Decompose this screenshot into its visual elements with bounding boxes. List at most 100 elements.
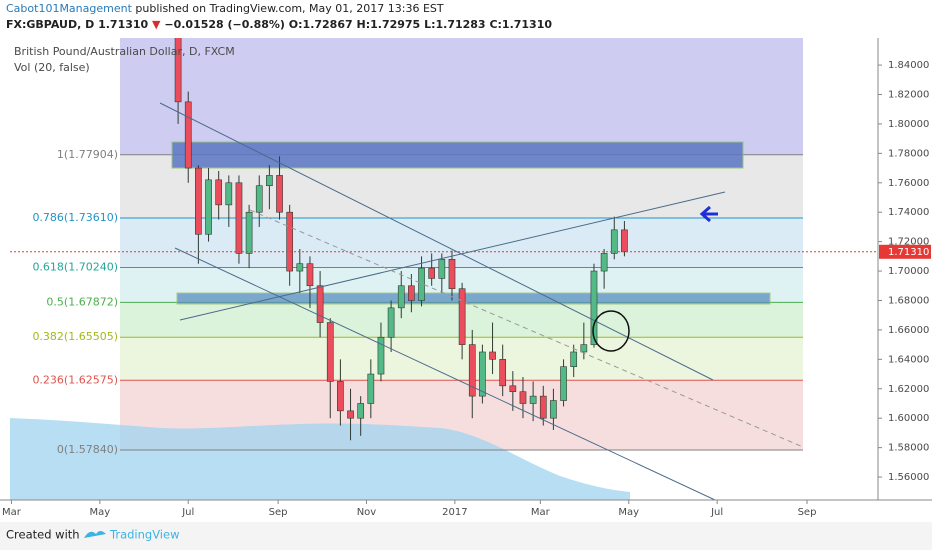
y-tick-label: 1.64000 — [888, 354, 929, 365]
x-tick-label: Jul — [710, 507, 723, 518]
candle-body — [174, 38, 182, 103]
fib-band — [120, 38, 803, 155]
published: published on TradingView.com, May 01, 20… — [135, 2, 443, 15]
y-tick-label: 1.72000 — [888, 237, 929, 248]
y-tick-label: 1.60000 — [888, 413, 929, 424]
candle-body — [489, 351, 496, 360]
candle-body — [560, 366, 567, 401]
fib-label: 0.786(1.73610) — [32, 211, 118, 224]
candle-body — [610, 229, 618, 254]
author[interactable]: Cabot101Management — [6, 2, 133, 15]
header-line: Cabot101Management published on TradingV… — [6, 2, 444, 15]
candle-body — [296, 263, 304, 272]
footer-bg — [0, 522, 932, 550]
candle-body — [397, 285, 405, 309]
y-tick-label: 1.84000 — [888, 60, 929, 71]
y-tick-label: 1.68000 — [888, 295, 929, 306]
y-tick-label: 1.58000 — [888, 443, 929, 454]
support-zone — [176, 292, 771, 305]
fib-label: 0.5(1.67872) — [46, 295, 118, 308]
y-tick-label: 1.78000 — [888, 148, 929, 159]
change: −0.01528 (−0.88%) — [164, 18, 285, 31]
chart-title: British Pound/Australian Dollar, D, FXCM — [14, 45, 235, 58]
logo — [84, 531, 106, 538]
x-tick-label: May — [89, 507, 110, 518]
candle-body — [377, 336, 385, 375]
arrow — [699, 205, 718, 223]
x-tick-label: Sep — [798, 507, 817, 518]
candle-body — [184, 101, 192, 169]
candle-body — [316, 285, 324, 323]
x-tick-label: 2017 — [442, 507, 467, 518]
candle-body — [286, 211, 294, 272]
y-tick-label: 1.66000 — [888, 325, 929, 336]
fib-levels: 1(1.77904) 0.786(1.73610) 0.618(1.70240) 0.… — [32, 148, 803, 456]
trend-line — [159, 102, 714, 381]
price-axis — [878, 38, 932, 500]
candle-body — [357, 403, 365, 419]
candle-body — [590, 270, 598, 345]
high: 1.72975 — [370, 18, 420, 31]
candle-body — [215, 179, 223, 206]
candle-body — [408, 285, 415, 301]
candle-body — [205, 179, 212, 235]
highlight-circle — [592, 310, 630, 352]
candle-body — [438, 258, 446, 279]
open: 1.72867 — [303, 18, 353, 31]
candle-body — [539, 395, 547, 419]
x-tick-label: Jul — [181, 507, 194, 518]
candle-body — [255, 185, 263, 213]
candle-body — [448, 258, 456, 290]
trend-line — [179, 191, 726, 321]
y-tick-label: 1.70000 — [888, 266, 929, 277]
close: 1.71310 — [502, 18, 552, 31]
header-bg — [0, 0, 932, 34]
x-tick-label: Sep — [269, 507, 288, 518]
candle-body — [479, 351, 486, 397]
chart-subtitle: Vol (20, false) — [14, 61, 90, 74]
candle-body — [235, 182, 243, 254]
last-price-label: 1.71310 — [888, 247, 929, 258]
fib-bands — [120, 38, 803, 450]
y-tick-label: 1.76000 — [888, 178, 929, 189]
candle-body — [621, 229, 628, 253]
candle-body — [570, 351, 578, 367]
low: 1.71283 — [435, 18, 485, 31]
y-tick-label: 1.56000 — [888, 472, 929, 483]
footer-brand[interactable]: TradingView — [109, 528, 179, 542]
x-tick-label: Mar — [2, 507, 22, 518]
last: 1.71310 — [98, 18, 148, 31]
footer-created: Created with — [6, 528, 80, 542]
candle-body — [347, 410, 354, 419]
axes: 1.84000 1.82000 1.80000 1.78000 1.76000 1.740… — [2, 60, 931, 518]
candle-body — [499, 359, 507, 387]
candle-body — [276, 175, 283, 213]
candle-body — [306, 263, 314, 287]
quote-line: FX:GBPAUD, D 1.71310 ▼ −0.01528 (−0.88%)… — [6, 18, 552, 31]
candle-body — [428, 267, 436, 279]
candle-body — [418, 267, 425, 301]
candle-body — [550, 400, 557, 419]
arrow-down: ▼ — [152, 18, 161, 31]
y-tick-label: 1.82000 — [888, 89, 929, 100]
fib-label: 0.618(1.70240) — [32, 261, 118, 274]
y-tick-label: 1.74000 — [888, 207, 929, 218]
trend-lines — [159, 102, 804, 500]
candle-body — [519, 391, 527, 404]
symbol: FX:GBPAUD, D — [6, 18, 94, 31]
volume-area — [10, 418, 630, 500]
resistance-zone — [171, 141, 744, 169]
last-price-box — [879, 244, 931, 259]
candle-body — [529, 395, 537, 404]
candle-body — [468, 344, 476, 397]
x-tick-label: Mar — [531, 507, 551, 518]
open-label: O: — [289, 18, 303, 31]
x-tick-label: Nov — [357, 507, 377, 518]
candle-body — [326, 322, 334, 382]
candles — [174, 38, 628, 441]
candle-body — [580, 344, 588, 353]
candle-body — [367, 373, 375, 404]
x-tick-label: May — [618, 507, 639, 518]
